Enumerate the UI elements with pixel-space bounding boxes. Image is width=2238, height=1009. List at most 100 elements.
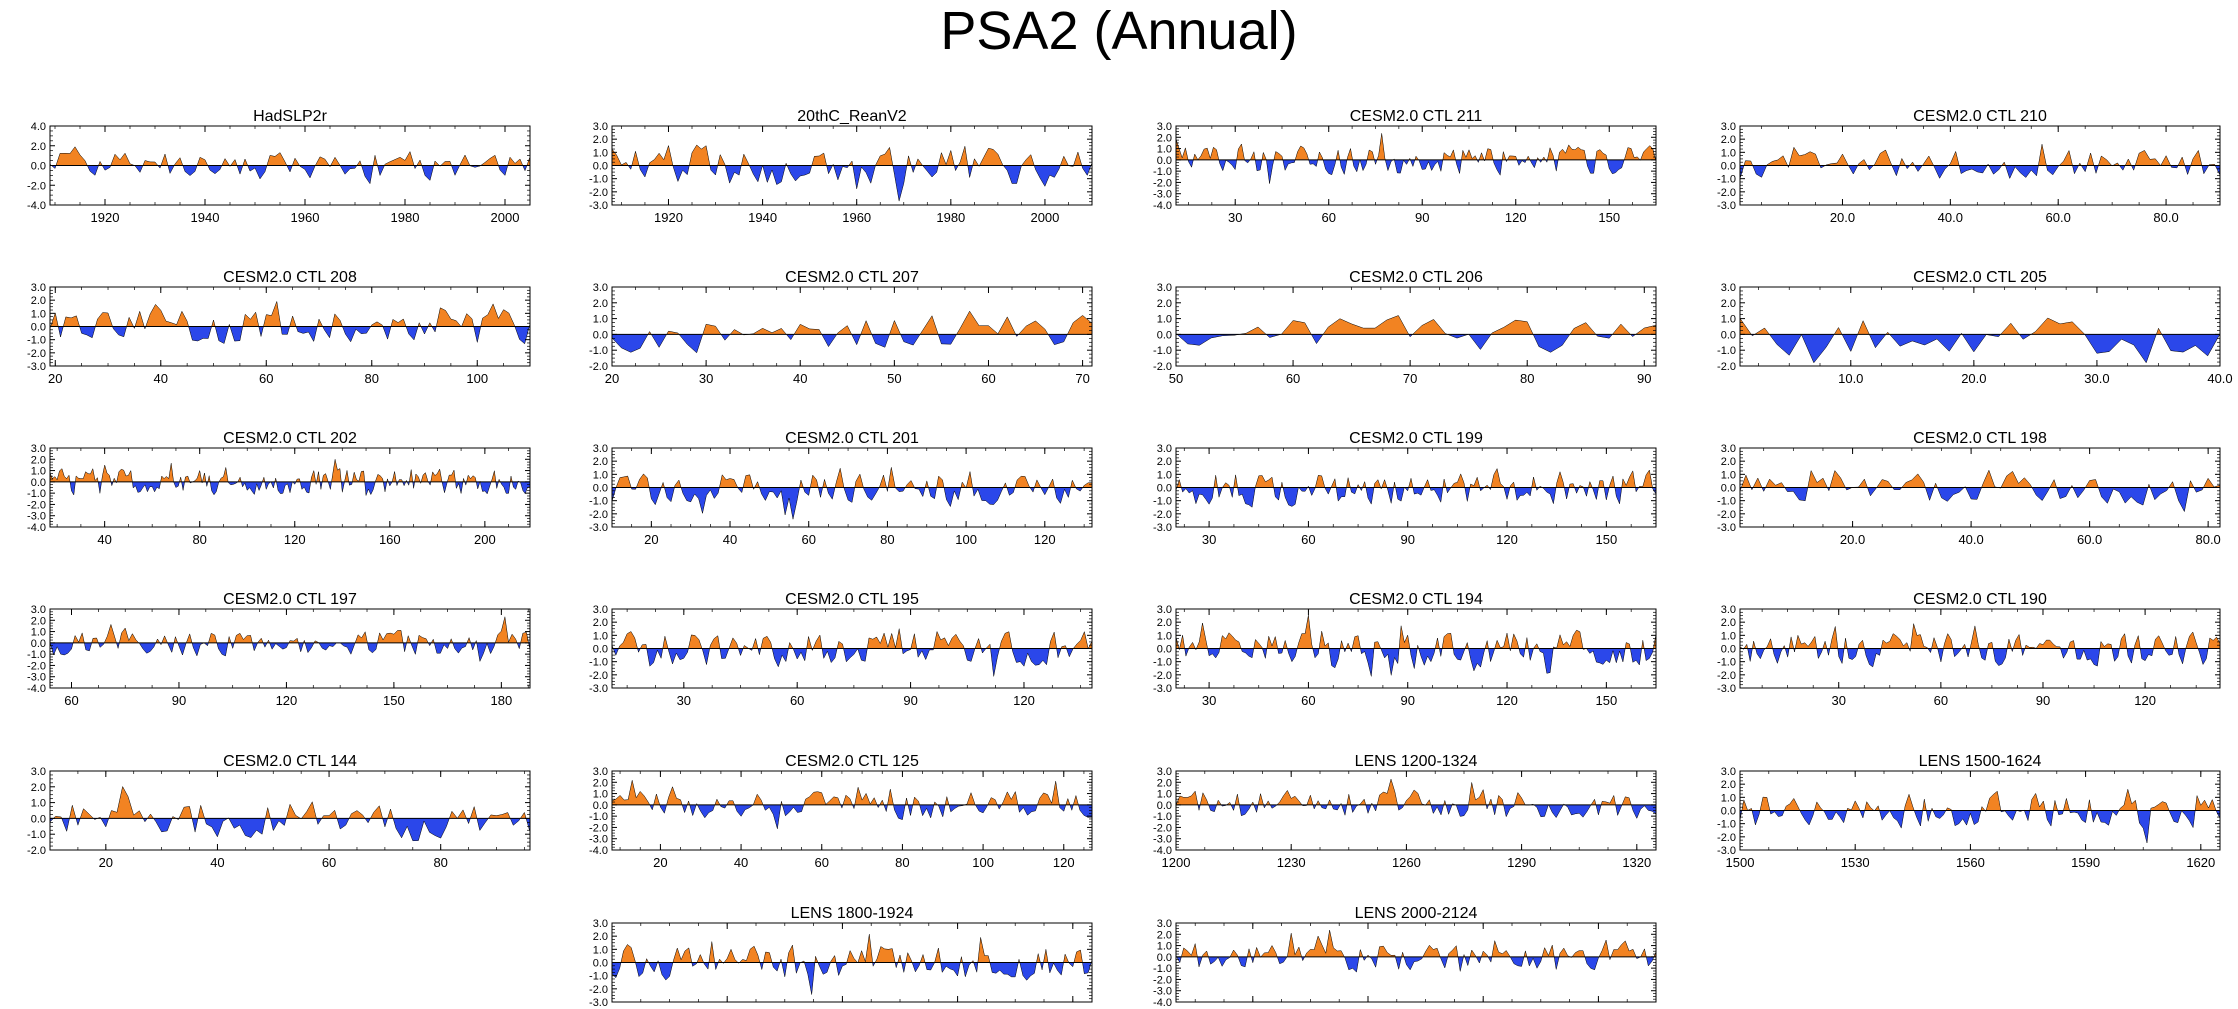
x-tick-label: 20.0 xyxy=(1830,210,1855,225)
positive-area xyxy=(50,301,530,327)
x-tick-label: 120 xyxy=(1013,693,1035,708)
positive-area xyxy=(1176,615,1656,649)
x-tick-label: 150 xyxy=(1598,210,1620,225)
positive-area xyxy=(50,146,530,166)
x-tick-label: 120 xyxy=(276,693,298,708)
y-tick-label: 1.0 xyxy=(1721,792,1736,804)
x-tick-label: 1980 xyxy=(391,210,420,225)
x-tick-label: 90 xyxy=(903,693,917,708)
x-tick-label: 40 xyxy=(734,855,748,870)
panel-title: CESM2.0 CTL 198 xyxy=(1913,430,2047,447)
negative-area xyxy=(1740,810,2220,843)
negative-area xyxy=(612,334,1092,353)
x-tick-label: 90 xyxy=(2036,693,2050,708)
y-tick-label: 1.0 xyxy=(593,469,608,481)
panel-7: CESM2.0 CTL 205 3.0 2.0 1.0 0.0 -1.0 -2.0 10.0 2… xyxy=(1717,269,2233,386)
y-tick-label: -4.0 xyxy=(27,200,46,212)
x-tick-label: 40 xyxy=(793,371,807,386)
panel-6: CESM2.0 CTL 206 3.0 2.0 1.0 0.0 -1.0 -2.050 60 7… xyxy=(1153,269,1657,386)
y-tick-label: -1.0 xyxy=(589,496,608,508)
series-line xyxy=(1739,469,2221,513)
y-tick-label: -1.0 xyxy=(27,649,46,661)
panel-title: CESM2.0 CTL 194 xyxy=(1349,591,1483,608)
x-tick-label: 80 xyxy=(880,532,894,547)
y-tick-label: -2.0 xyxy=(589,670,608,682)
x-tick-label: 100 xyxy=(466,371,488,386)
x-tick-label: 70 xyxy=(1075,371,1089,386)
x-tick-label: 50 xyxy=(1169,371,1183,386)
y-tick-label: 1.0 xyxy=(31,308,46,320)
y-tick-label: 1.0 xyxy=(1721,469,1736,481)
negative-area xyxy=(612,648,1092,677)
y-tick-label: 2.0 xyxy=(31,615,46,627)
y-tick-label: 3.0 xyxy=(1157,604,1172,616)
series-line xyxy=(1739,623,2221,668)
negative-area xyxy=(612,165,1092,202)
series-line xyxy=(49,616,531,663)
panel-title: LENS 1200-1324 xyxy=(1355,753,1478,770)
panel-title: CESM2.0 CTL 199 xyxy=(1349,430,1483,447)
y-tick-label: 0.0 xyxy=(593,644,608,656)
y-tick-label: 0.0 xyxy=(593,800,608,812)
y-tick-label: 0.0 xyxy=(593,329,608,341)
y-tick-label: 3.0 xyxy=(593,443,608,455)
x-tick-label: 120 xyxy=(2134,693,2156,708)
y-tick-label: 0.0 xyxy=(1721,329,1736,341)
y-tick-label: 0.0 xyxy=(1157,952,1172,964)
x-tick-label: 60 xyxy=(981,371,995,386)
y-tick-label: 2.0 xyxy=(1721,617,1736,629)
y-tick-label: -2.0 xyxy=(1153,670,1172,682)
y-tick-label: -3.0 xyxy=(589,834,608,846)
positive-area xyxy=(612,628,1092,649)
series-line xyxy=(1175,615,1657,677)
positive-area xyxy=(612,934,1092,963)
y-tick-label: 3.0 xyxy=(593,766,608,778)
y-tick-label: -1.0 xyxy=(1153,657,1172,669)
x-tick-label: 60 xyxy=(1301,532,1315,547)
y-tick-label: 0.0 xyxy=(593,161,608,173)
y-tick-label: 0.0 xyxy=(1721,161,1736,173)
y-tick-label: -3.0 xyxy=(1153,683,1172,695)
y-tick-label: -2.0 xyxy=(589,509,608,521)
y-tick-label: 0.0 xyxy=(31,322,46,334)
x-tick-label: 30 xyxy=(677,693,691,708)
y-tick-label: 0.0 xyxy=(31,638,46,650)
y-tick-label: -2.0 xyxy=(1717,509,1736,521)
x-tick-label: 1500 xyxy=(1726,855,1755,870)
x-tick-label: 100 xyxy=(972,855,994,870)
y-tick-label: -2.0 xyxy=(589,361,608,373)
y-tick-label: -2.0 xyxy=(1153,361,1172,373)
series-line xyxy=(49,146,531,185)
y-tick-label: -2.0 xyxy=(27,845,46,857)
series-line xyxy=(1175,778,1657,820)
negative-area xyxy=(50,326,530,344)
y-tick-label: -1.0 xyxy=(589,811,608,823)
panel-title: CESM2.0 CTL 206 xyxy=(1349,269,1483,286)
y-tick-label: 2.0 xyxy=(593,617,608,629)
y-tick-label: 0.0 xyxy=(31,813,46,825)
x-tick-label: 80 xyxy=(365,371,379,386)
y-tick-label: 3.0 xyxy=(593,121,608,133)
panel-3: CESM2.0 CTL 210 3.02.01.0 0.0-1.0-2.0-3.0 2… xyxy=(1717,108,2221,225)
y-tick-label: -1.0 xyxy=(1153,963,1172,975)
x-tick-label: 30 xyxy=(1202,532,1216,547)
x-tick-label: 1830 xyxy=(713,1007,742,1009)
y-tick-label: 1.0 xyxy=(593,630,608,642)
x-tick-label: 60 xyxy=(1286,371,1300,386)
y-tick-label: 1.0 xyxy=(593,789,608,801)
x-tick-label: 40 xyxy=(154,371,168,386)
x-tick-label: 1200 xyxy=(1162,855,1191,870)
y-tick-label: -1.0 xyxy=(1717,657,1736,669)
y-tick-label: -3.0 xyxy=(589,683,608,695)
x-tick-label: 1860 xyxy=(828,1007,857,1009)
y-tick-label: -1.0 xyxy=(1153,496,1172,508)
y-tick-label: 2.0 xyxy=(1721,456,1736,468)
series-line xyxy=(611,467,1093,520)
x-tick-label: 20 xyxy=(653,855,667,870)
panel-title: CESM2.0 CTL 211 xyxy=(1350,108,1483,125)
negative-area xyxy=(1740,648,2220,667)
y-tick-label: -2.0 xyxy=(589,822,608,834)
negative-area xyxy=(1740,165,2220,179)
y-tick-label: 3.0 xyxy=(1157,282,1172,294)
y-tick-label: -2.0 xyxy=(1153,177,1172,189)
